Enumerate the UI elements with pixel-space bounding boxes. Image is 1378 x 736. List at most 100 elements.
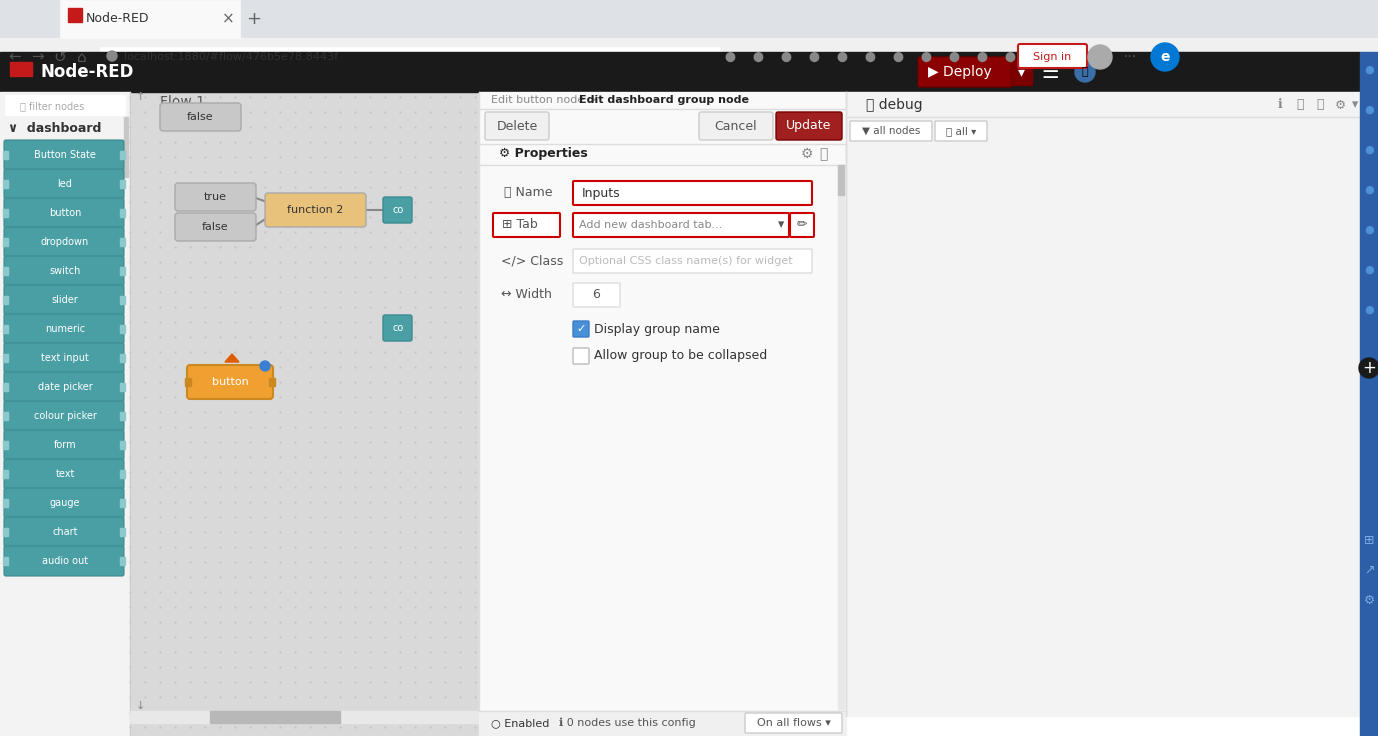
Text: ▾: ▾ — [777, 219, 784, 232]
Text: function 2: function 2 — [287, 205, 343, 215]
Bar — [124, 117, 128, 177]
Bar — [120, 557, 125, 565]
Text: colour picker: colour picker — [33, 411, 96, 421]
Text: On all flows ▾: On all flows ▾ — [757, 718, 831, 728]
Bar — [120, 499, 125, 507]
Text: ▾: ▾ — [1017, 65, 1024, 79]
Text: ×: × — [222, 12, 234, 26]
Bar — [3, 267, 8, 275]
FancyBboxPatch shape — [4, 227, 124, 257]
Text: ∨  dashboard: ∨ dashboard — [8, 121, 102, 135]
Text: false: false — [201, 222, 229, 232]
FancyBboxPatch shape — [573, 249, 812, 273]
Text: ···: ··· — [1123, 50, 1137, 64]
Bar — [3, 238, 8, 246]
Text: ⬤: ⬤ — [864, 52, 875, 62]
FancyBboxPatch shape — [4, 285, 124, 315]
Text: co: co — [393, 205, 404, 215]
FancyBboxPatch shape — [4, 372, 124, 402]
FancyBboxPatch shape — [699, 112, 773, 140]
Text: ↑: ↑ — [135, 92, 145, 102]
Text: ☰: ☰ — [1364, 74, 1375, 87]
Text: Node-RED: Node-RED — [85, 13, 149, 26]
Text: Cancel: Cancel — [715, 119, 758, 132]
Bar — [3, 441, 8, 449]
Text: co: co — [393, 323, 404, 333]
Text: ⊕: ⊕ — [1364, 253, 1375, 266]
FancyBboxPatch shape — [573, 321, 588, 337]
FancyBboxPatch shape — [383, 315, 412, 341]
Bar — [120, 441, 125, 449]
FancyBboxPatch shape — [160, 103, 241, 131]
Bar — [130, 711, 480, 723]
Bar — [120, 238, 125, 246]
Text: ●: ● — [1364, 185, 1374, 195]
FancyBboxPatch shape — [4, 459, 124, 489]
Text: text input: text input — [41, 353, 90, 363]
Text: ●: ● — [1364, 225, 1374, 235]
FancyBboxPatch shape — [493, 213, 559, 237]
FancyBboxPatch shape — [4, 198, 124, 228]
Text: ℹ 0 nodes use this config: ℹ 0 nodes use this config — [559, 718, 696, 728]
Text: Edit button node >: Edit button node > — [491, 95, 601, 105]
Text: →: → — [32, 49, 44, 65]
Bar — [120, 151, 125, 159]
FancyBboxPatch shape — [790, 213, 814, 237]
Text: 🔍 filter nodes: 🔍 filter nodes — [21, 101, 84, 111]
Text: e: e — [1160, 50, 1170, 64]
Text: ●: ● — [1364, 265, 1374, 275]
Text: ⚙: ⚙ — [1363, 593, 1375, 606]
Circle shape — [1089, 45, 1112, 69]
Circle shape — [1151, 43, 1180, 71]
Text: Edit dashboard group node: Edit dashboard group node — [579, 95, 750, 105]
Text: ☰: ☰ — [1042, 63, 1058, 82]
Text: ⬤: ⬤ — [836, 52, 847, 62]
Text: ✏: ✏ — [796, 219, 808, 232]
Text: Allow group to be collapsed: Allow group to be collapsed — [594, 350, 768, 363]
Text: ⚙: ⚙ — [801, 147, 813, 161]
Bar — [130, 92, 480, 736]
Text: ▶ Deploy: ▶ Deploy — [929, 65, 992, 79]
Text: 🔔: 🔔 — [1082, 67, 1089, 77]
Bar — [0, 38, 1378, 76]
Bar — [120, 325, 125, 333]
Text: gauge: gauge — [50, 498, 80, 508]
FancyBboxPatch shape — [573, 283, 620, 307]
Text: ⬤: ⬤ — [780, 52, 791, 62]
Bar — [120, 267, 125, 275]
Text: Update: Update — [787, 119, 832, 132]
Text: Flow 1: Flow 1 — [160, 95, 205, 109]
Text: ⬤: ⬤ — [948, 52, 959, 62]
FancyBboxPatch shape — [4, 430, 124, 460]
Text: ⬤: ⬤ — [1005, 52, 1016, 62]
FancyBboxPatch shape — [4, 256, 124, 286]
Bar — [10, 62, 32, 76]
FancyBboxPatch shape — [4, 488, 124, 518]
Text: ●: ● — [1364, 65, 1374, 75]
Bar — [120, 470, 125, 478]
FancyBboxPatch shape — [1018, 44, 1087, 68]
Bar — [0, 52, 1360, 92]
Text: ⊞ Tab: ⊞ Tab — [502, 219, 537, 232]
FancyBboxPatch shape — [745, 713, 842, 733]
Text: switch: switch — [50, 266, 81, 276]
Text: ✓: ✓ — [576, 324, 586, 334]
Text: ⚙: ⚙ — [1334, 99, 1346, 111]
Bar — [120, 180, 125, 188]
Text: Inputs: Inputs — [582, 186, 620, 199]
Bar — [1010, 59, 1032, 85]
Bar — [3, 209, 8, 217]
FancyBboxPatch shape — [4, 546, 124, 576]
Bar — [3, 180, 8, 188]
Text: true: true — [204, 192, 226, 202]
Text: Display group name: Display group name — [594, 322, 719, 336]
Bar — [68, 8, 83, 22]
Text: ⌂: ⌂ — [77, 49, 87, 65]
Polygon shape — [225, 354, 238, 362]
Text: ◎: ◎ — [1364, 163, 1375, 177]
Bar — [3, 296, 8, 304]
Bar — [209, 711, 340, 723]
Text: +: + — [247, 10, 262, 28]
Bar — [120, 412, 125, 420]
FancyBboxPatch shape — [265, 193, 367, 227]
